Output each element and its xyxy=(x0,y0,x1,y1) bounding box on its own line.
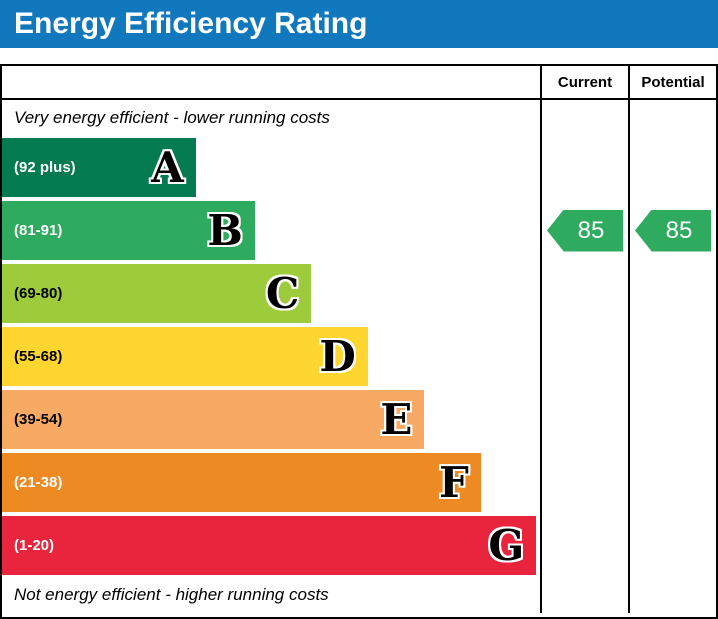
potential-cell xyxy=(628,325,716,388)
band-cell: (92 plus) A xyxy=(2,136,540,199)
band-bar-a: (92 plus) A xyxy=(2,138,196,197)
current-cell xyxy=(540,577,628,613)
potential-cell: 85 xyxy=(628,199,716,262)
band-cell: (21-38) F xyxy=(2,451,540,514)
band-cell: (55-68) D xyxy=(2,325,540,388)
band-range-label: (81-91) xyxy=(14,222,63,239)
current-cell xyxy=(540,262,628,325)
bottom-caption: Not energy efficient - higher running co… xyxy=(14,585,329,604)
current-cell xyxy=(540,514,628,577)
band-letter: D xyxy=(319,331,356,381)
current-cell: 85 xyxy=(540,199,628,262)
potential-column-header: Potential xyxy=(628,66,716,100)
potential-cell xyxy=(628,514,716,577)
band-row-c: (69-80) C xyxy=(2,262,716,325)
band-bar-g: (1-20) G xyxy=(2,516,537,575)
potential-cell xyxy=(628,262,716,325)
band-range-label: (55-68) xyxy=(14,348,63,365)
band-row-e: (39-54) E xyxy=(2,388,716,451)
page-title: Energy Efficiency Rating xyxy=(0,0,718,48)
current-column-header: Current xyxy=(540,66,628,100)
top-caption-row: Very energy efficient - lower running co… xyxy=(2,100,716,136)
potential-cell xyxy=(628,451,716,514)
band-cell: (81-91) B xyxy=(2,199,540,262)
band-letter: B xyxy=(207,205,243,255)
chart-header-row: Current Potential xyxy=(2,66,716,100)
band-letter: E xyxy=(380,394,413,444)
band-letter: A xyxy=(151,142,184,192)
band-row-d: (55-68) D xyxy=(2,325,716,388)
bottom-caption-row: Not energy efficient - higher running co… xyxy=(2,577,716,613)
band-range-label: (21-38) xyxy=(14,474,63,491)
current-cell xyxy=(540,100,628,136)
top-caption: Very energy efficient - lower running co… xyxy=(14,108,330,127)
current-cell xyxy=(540,388,628,451)
band-cell: (39-54) E xyxy=(2,388,540,451)
band-bar-d: (55-68) D xyxy=(2,327,368,386)
band-row-g: (1-20) G xyxy=(2,514,716,577)
band-letter: G xyxy=(488,520,525,570)
current-cell xyxy=(540,451,628,514)
band-row-b: (81-91) B 85 85 xyxy=(2,199,716,262)
current-cell xyxy=(540,136,628,199)
potential-rating-arrow: 85 xyxy=(635,209,711,252)
band-row-a: (92 plus) A xyxy=(2,136,716,199)
current-rating-arrow: 85 xyxy=(547,209,623,252)
band-cell: (69-80) C xyxy=(2,262,540,325)
potential-cell xyxy=(628,136,716,199)
potential-cell xyxy=(628,577,716,613)
band-cell: (1-20) G xyxy=(2,514,540,577)
band-letter: C xyxy=(265,268,300,318)
header-spacer xyxy=(2,66,540,100)
band-bar-f: (21-38) F xyxy=(2,453,481,512)
band-range-label: (69-80) xyxy=(14,285,63,302)
potential-cell xyxy=(628,100,716,136)
band-letter: F xyxy=(438,457,469,507)
potential-cell xyxy=(628,388,716,451)
rating-bands: (92 plus) A (81-91) B 85 85 (69-80) C (55-68) D (3… xyxy=(2,136,716,577)
band-bar-b: (81-91) B xyxy=(2,201,255,260)
current-cell xyxy=(540,325,628,388)
band-row-f: (21-38) F xyxy=(2,451,716,514)
energy-efficiency-chart: Current Potential Very energy efficient … xyxy=(0,64,718,619)
band-bar-c: (69-80) C xyxy=(2,264,312,323)
band-bar-e: (39-54) E xyxy=(2,390,425,449)
band-range-label: (92 plus) xyxy=(14,159,76,176)
band-range-label: (1-20) xyxy=(14,537,55,554)
band-range-label: (39-54) xyxy=(14,411,63,428)
